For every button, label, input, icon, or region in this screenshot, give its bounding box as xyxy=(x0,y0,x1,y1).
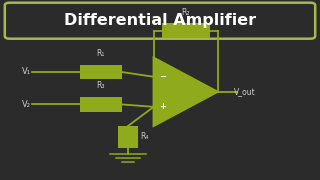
Text: V_out: V_out xyxy=(234,87,255,96)
Bar xyxy=(162,23,210,38)
Text: R₄: R₄ xyxy=(140,132,148,141)
Text: −: − xyxy=(159,72,166,81)
FancyBboxPatch shape xyxy=(5,3,315,39)
Bar xyxy=(118,126,138,148)
Bar xyxy=(80,97,122,112)
Text: Differential Amplifier: Differential Amplifier xyxy=(64,13,256,28)
Text: V₁: V₁ xyxy=(22,68,32,76)
Text: V₂: V₂ xyxy=(22,100,31,109)
Text: R₃: R₃ xyxy=(97,81,105,90)
Polygon shape xyxy=(154,58,218,126)
Text: R₂: R₂ xyxy=(181,8,190,17)
Text: +: + xyxy=(159,102,166,111)
Bar xyxy=(80,65,122,79)
Text: R₁: R₁ xyxy=(97,49,105,58)
